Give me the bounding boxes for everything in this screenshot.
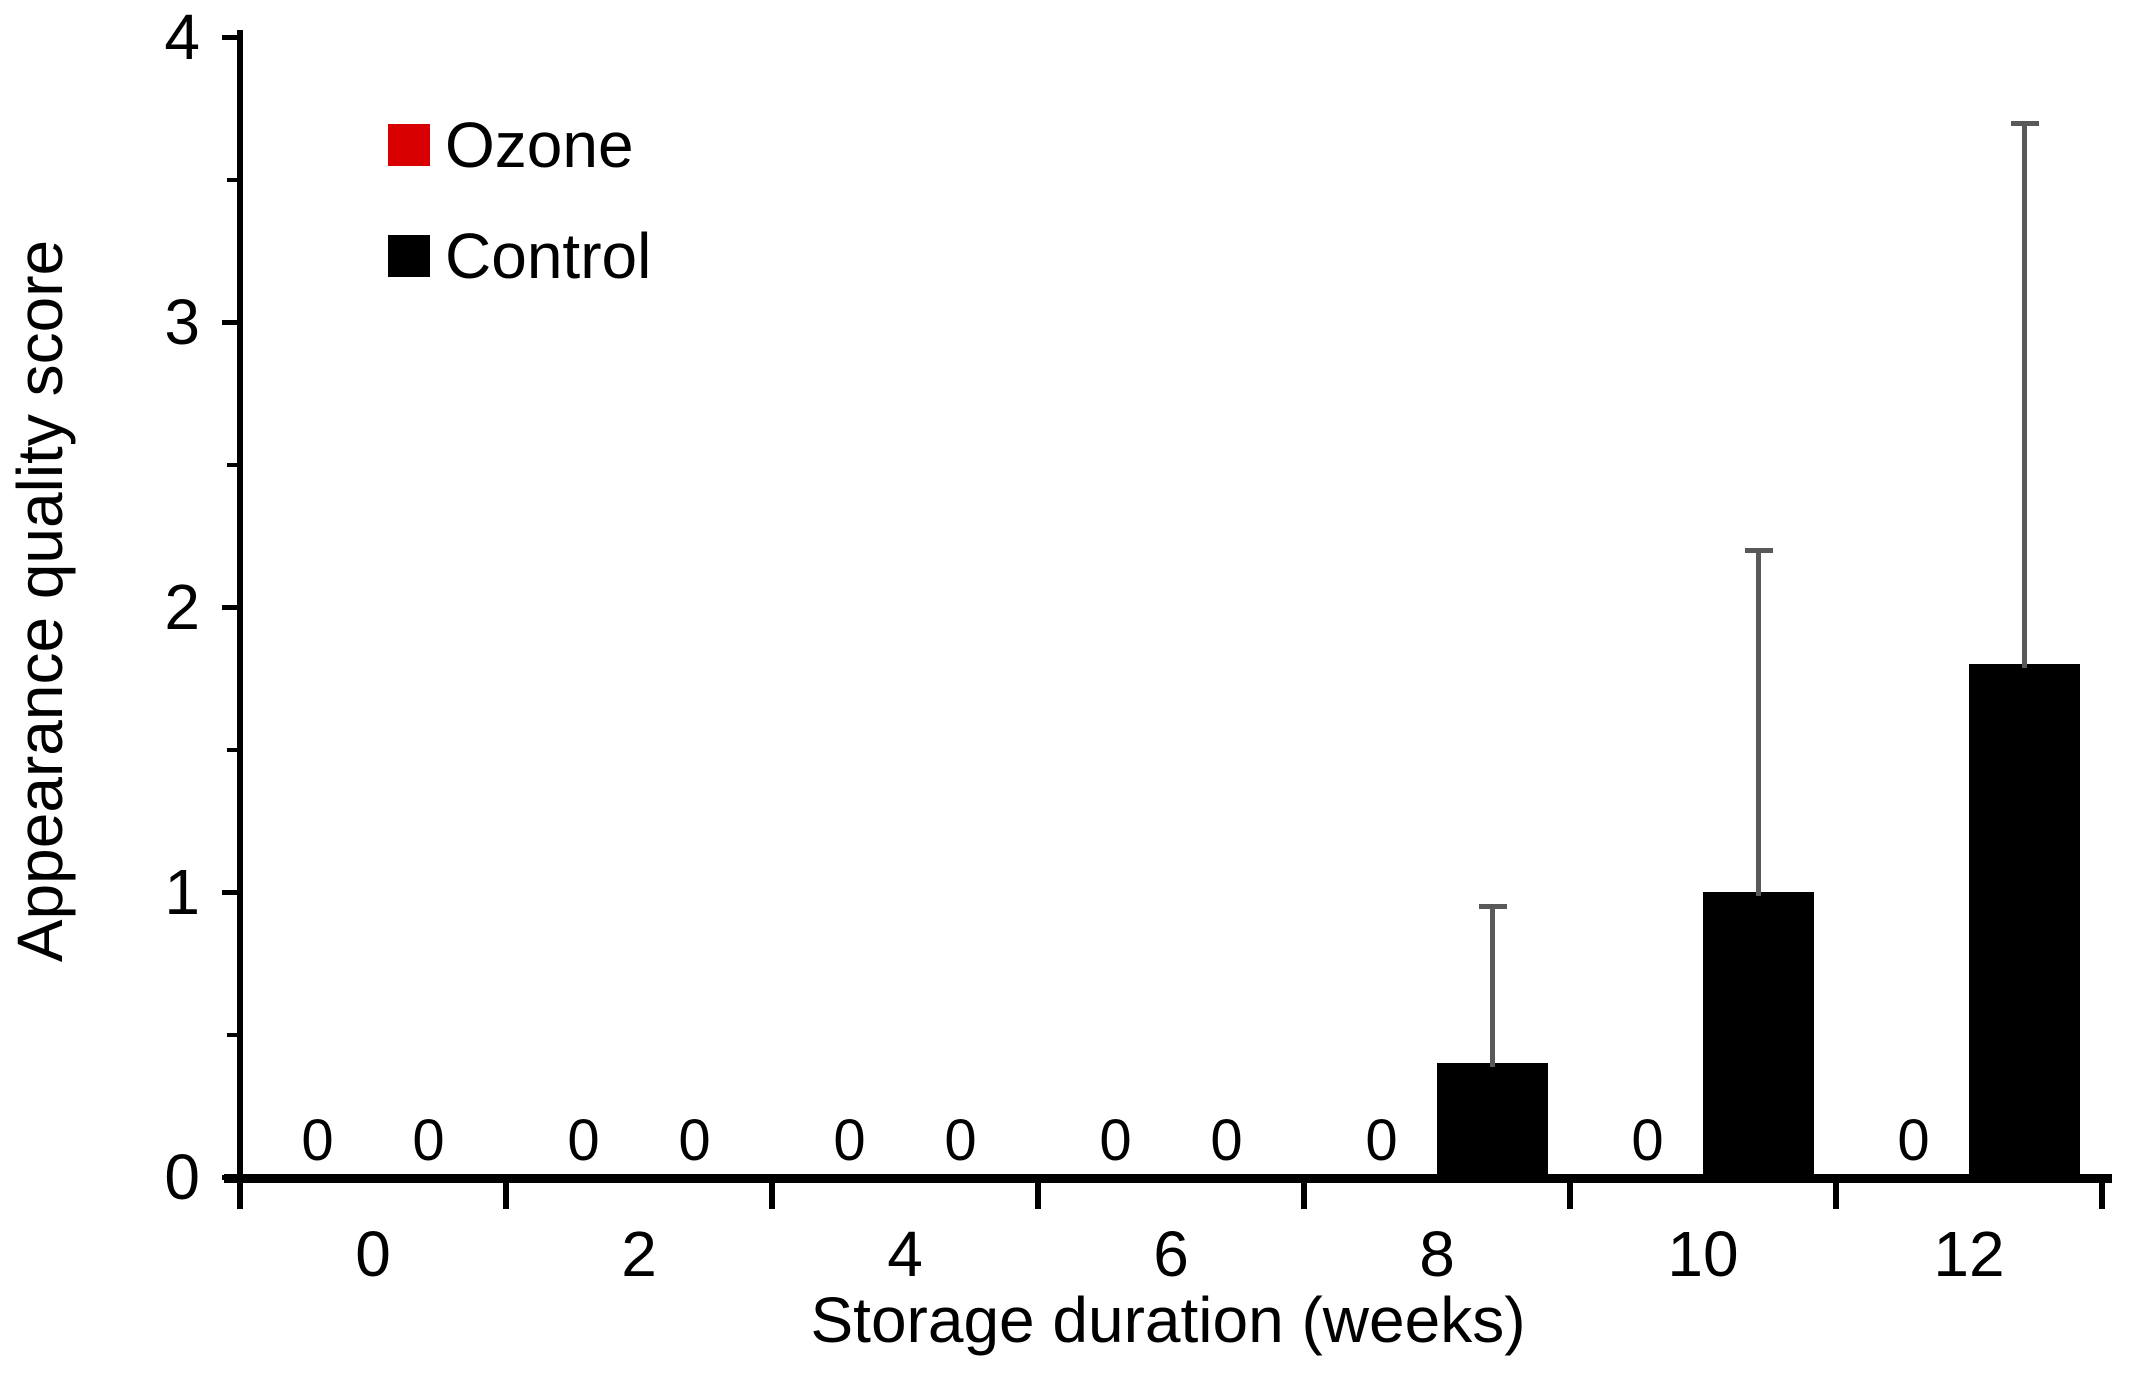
error-bar-cap (2010, 120, 2039, 126)
y-minor-tick (227, 177, 240, 182)
zero-data-label: 0 (1365, 1108, 1398, 1173)
x-tick (769, 1183, 775, 1209)
y-major-tick (222, 35, 240, 40)
zero-data-label: 0 (678, 1108, 711, 1173)
zero-data-label: 0 (944, 1108, 977, 1173)
legend-item-control: Control (388, 221, 651, 291)
error-bar-line (1490, 908, 1495, 1067)
y-tick-label: 2 (164, 571, 200, 643)
x-tick (2099, 1183, 2105, 1209)
legend-label-ozone: Ozone (445, 109, 634, 181)
zero-data-label: 0 (567, 1108, 600, 1173)
y-tick-label: 3 (164, 286, 200, 358)
y-axis-title: Appearance quality score (4, 239, 76, 963)
y-major-tick (222, 605, 240, 610)
x-tick-label: 12 (1933, 1218, 2005, 1290)
y-tick-label: 4 (164, 1, 200, 73)
x-tick (503, 1183, 509, 1209)
x-tick-label: 4 (887, 1218, 923, 1290)
x-tick (237, 1183, 243, 1209)
y-minor-tick (227, 747, 240, 752)
legend-item-ozone: Ozone (388, 110, 651, 180)
error-bar-line (2022, 124, 2027, 668)
x-tick-label: 2 (621, 1218, 657, 1290)
control-swatch-icon (388, 235, 430, 277)
y-major-tick (222, 890, 240, 895)
error-bar-line (1756, 552, 1761, 896)
zero-data-label: 0 (833, 1108, 866, 1173)
x-tick (1833, 1183, 1839, 1209)
y-major-tick (222, 1175, 240, 1180)
y-minor-tick (227, 1032, 240, 1037)
y-minor-tick (227, 462, 240, 467)
x-tick (1301, 1183, 1307, 1209)
y-major-tick (222, 320, 240, 325)
y-tick-label: 1 (164, 856, 200, 928)
x-axis-line (224, 1174, 2112, 1183)
x-tick-label: 0 (355, 1218, 391, 1290)
legend: Ozone Control (388, 110, 651, 332)
zero-data-label: 0 (301, 1108, 334, 1173)
x-tick (1035, 1183, 1041, 1209)
x-tick (1567, 1183, 1573, 1209)
zero-data-label: 0 (412, 1108, 445, 1173)
bar-control-cat-8 (1437, 1063, 1548, 1178)
bar-control-cat-10 (1703, 892, 1814, 1178)
zero-data-label: 0 (1897, 1108, 1930, 1173)
y-axis-line (237, 30, 243, 1183)
error-bar-cap (1478, 904, 1507, 910)
y-tick-label: 0 (164, 1141, 200, 1213)
bar-control-cat-12 (1969, 664, 2080, 1178)
x-tick-label: 6 (1153, 1218, 1189, 1290)
zero-data-label: 0 (1631, 1108, 1664, 1173)
error-bar-cap (1744, 548, 1773, 553)
zero-data-label: 0 (1210, 1108, 1243, 1173)
legend-label-control: Control (445, 220, 652, 292)
ozone-swatch-icon (388, 124, 430, 166)
zero-data-label: 0 (1099, 1108, 1132, 1173)
x-tick-label: 8 (1419, 1218, 1455, 1290)
x-tick-label: 10 (1667, 1218, 1739, 1290)
x-axis-title: Storage duration (weeks) (810, 1284, 1526, 1356)
